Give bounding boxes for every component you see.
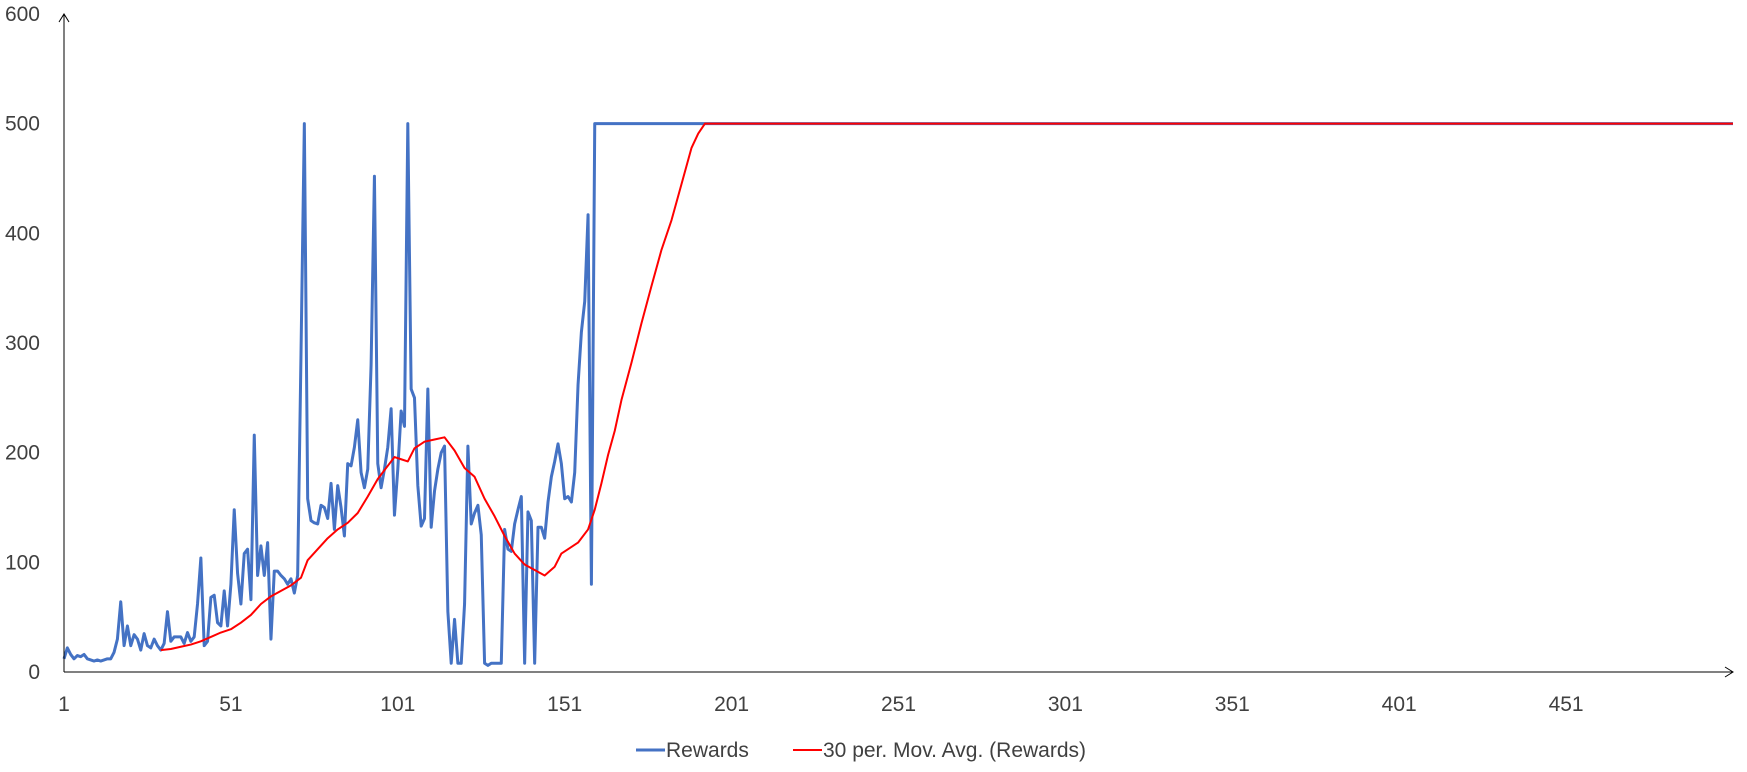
series-layer [62, 122, 1733, 667]
y-axis-tick-labels: 0 100 200 300 400 500 600 [5, 3, 40, 684]
y-tick-label: 100 [5, 551, 40, 574]
x-tick-label: 401 [1382, 693, 1417, 716]
series-line-rewards [62, 122, 1733, 667]
y-tick-label: 0 [28, 661, 40, 684]
series-line-moving-average [160, 122, 1733, 652]
x-tick-label: 51 [219, 693, 242, 716]
x-tick-label: 451 [1549, 693, 1584, 716]
y-tick-label: 300 [5, 332, 40, 355]
legend-item-rewards: Rewards [636, 739, 749, 762]
y-tick-label: 400 [5, 222, 40, 245]
x-axis-arrow [1724, 666, 1734, 678]
legend-item-moving-average: 30 per. Mov. Avg. (Rewards) [793, 739, 1086, 762]
x-tick-label: 151 [547, 693, 582, 716]
y-tick-label: 600 [5, 3, 40, 26]
axes [58, 13, 1734, 678]
x-tick-label: 251 [881, 693, 916, 716]
x-tick-label: 201 [714, 693, 749, 716]
x-tick-label: 351 [1215, 693, 1250, 716]
legend-label-rewards: Rewards [666, 739, 749, 762]
legend: Rewards 30 per. Mov. Avg. (Rewards) [636, 739, 1086, 762]
y-tick-label: 200 [5, 442, 40, 465]
y-tick-label: 500 [5, 113, 40, 136]
x-axis-tick-labels: 1 51 101 151 201 251 301 351 401 451 [58, 693, 1583, 716]
legend-label-moving-average: 30 per. Mov. Avg. (Rewards) [823, 739, 1086, 762]
x-tick-label: 301 [1048, 693, 1083, 716]
x-tick-label: 101 [380, 693, 415, 716]
y-axis-arrow [58, 13, 70, 23]
x-tick-label: 1 [58, 693, 70, 716]
